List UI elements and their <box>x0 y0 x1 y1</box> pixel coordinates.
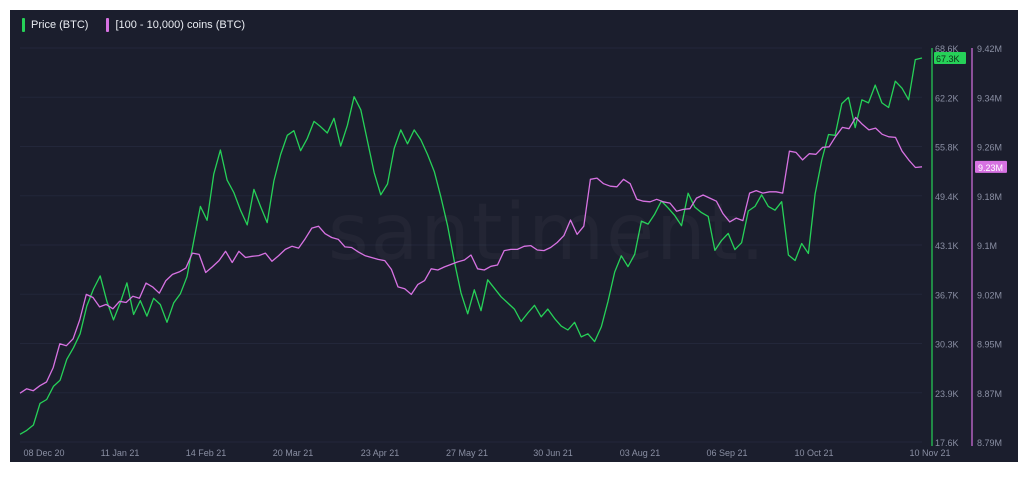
current-holders-badge: 9.23M <box>978 163 1003 173</box>
date-axis-tick-label: 10 Nov 21 <box>909 448 950 458</box>
date-axis-tick-label: 14 Feb 21 <box>186 448 227 458</box>
price-badge-bg <box>934 52 966 65</box>
chart-panel: 68.6K 62.2K 55.8K 49.4K 43.1K 36.7K 30.3K 23.9K… <box>10 10 1018 462</box>
price-axis-tick-label: 68.6K <box>935 44 959 54</box>
holders-axis-tick-label: 8.95M <box>977 340 1002 350</box>
legend-price-label: Price (BTC) <box>31 19 89 31</box>
date-axis-tick-label: 10 Oct 21 <box>794 448 833 458</box>
date-axis-tick-label: 11 Jan 21 <box>101 448 140 458</box>
holders-line <box>19 116 923 394</box>
holders-axis-tick-label: 9.26M <box>977 143 1002 153</box>
holders-axis-ticks: 9.42M 9.34M 9.26M 9.18M 9.1M 9.02M 8.95M 8.87M 8… <box>977 44 1002 448</box>
price-axis-tick-label: 43.1K <box>935 241 959 251</box>
price-axis-tick-label: 30.3K <box>935 340 959 350</box>
holders-badge-bg <box>975 160 1007 173</box>
price-axis-tick-label: 36.7K <box>935 290 959 300</box>
price-axis-tick-label: 62.2K <box>935 93 959 103</box>
legend-holders-label: [100 - 10,000) coins (BTC) <box>115 19 246 31</box>
holders-axis-tick-label: 9.18M <box>977 192 1002 202</box>
holders-axis-tick-label: 9.34M <box>977 93 1002 103</box>
price-axis-tick-label: 23.9K <box>935 389 959 399</box>
current-value-badges: 67.3K 9.23M <box>934 52 1007 173</box>
legend-item-holders[interactable]: [100 - 10,000) coins (BTC) <box>106 18 245 32</box>
date-axis-tick-label: 30 Jun 21 <box>533 448 573 458</box>
date-axis-tick-label: 20 Mar 21 <box>273 448 314 458</box>
chart-canvas: 68.6K 62.2K 55.8K 49.4K 43.1K 36.7K 30.3K 23.9K… <box>19 44 1007 458</box>
date-axis-tick-label: 27 May 21 <box>446 448 488 458</box>
holders-axis-tick-label: 8.87M <box>977 389 1002 399</box>
chart-grid <box>20 47 922 443</box>
date-axis-tick-label: 23 Apr 21 <box>361 448 400 458</box>
date-axis-ticks: 08 Dec 20 11 Jan 21 14 Feb 21 20 Mar 21 23 A… <box>23 448 950 458</box>
price-series <box>19 57 923 435</box>
price-axis-ticks: 68.6K 62.2K 55.8K 49.4K 43.1K 36.7K 30.3K 23.9K… <box>935 44 959 448</box>
current-price-badge: 67.3K <box>936 54 960 64</box>
price-swatch-icon <box>22 18 25 32</box>
date-axis-tick-label: 08 Dec 20 <box>23 448 64 458</box>
caption-text <box>0 464 1028 480</box>
price-axis-tick-label: 55.8K <box>935 143 959 153</box>
holders-axis-tick-label: 9.1M <box>977 241 997 251</box>
legend-item-price[interactable]: Price (BTC) <box>22 18 88 32</box>
price-axis-tick-label: 49.4K <box>935 192 959 202</box>
holders-axis-tick-label: 9.02M <box>977 290 1002 300</box>
holders-axis-tick-label: 9.42M <box>977 44 1002 54</box>
holders-series <box>19 116 923 394</box>
price-axis-tick-label: 17.6K <box>935 438 959 448</box>
date-axis-tick-label: 03 Aug 21 <box>620 448 661 458</box>
holders-axis-tick-label: 8.79M <box>977 438 1002 448</box>
santiment-watermark: santiment. <box>328 188 767 278</box>
price-line <box>19 57 923 435</box>
date-axis-tick-label: 06 Sep 21 <box>706 448 747 458</box>
holders-swatch-icon <box>106 18 110 32</box>
chart-legend: Price (BTC) [100 - 10,000) coins (BTC) <box>22 18 245 32</box>
